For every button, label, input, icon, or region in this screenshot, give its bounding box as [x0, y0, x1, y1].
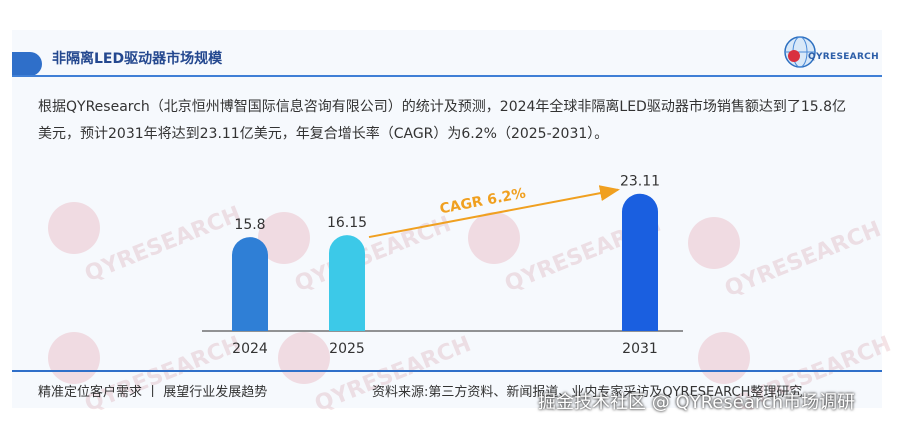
market-description: 根据QYResearch（北京恒州博智国际信息咨询有限公司）的统计及预测，202…	[38, 99, 847, 142]
watermark: QYRESEARCH	[680, 205, 885, 305]
platform-caption: 掘金技术社区 @ QYResearch市场调研	[538, 392, 856, 413]
logo-text: QYRESEARCH	[808, 52, 879, 62]
x-tick-label-2025: 2025	[329, 341, 365, 357]
footer-source: 资料来源:第三方资料、新闻报道、业内专家采访及QYRESEARCH整理研究	[372, 385, 803, 400]
cagr-arrow	[368, 185, 620, 239]
data-label-2024: 15.8	[234, 217, 265, 233]
globe-logo-icon	[784, 36, 816, 68]
watermark: QYRESEARCH	[40, 320, 245, 420]
watermark-logo-icon	[48, 332, 100, 384]
watermark-logo-icon	[278, 332, 330, 384]
watermark: QYRESEARCH	[270, 320, 475, 420]
bar-2024	[232, 237, 268, 331]
watermark-logo-icon	[698, 332, 750, 384]
watermark-logo-icon	[48, 202, 100, 254]
qyresearch-logo: QYRESEARCH	[782, 34, 879, 74]
data-label-2031: 23.11	[620, 174, 660, 190]
watermark: QYRESEARCH	[460, 200, 665, 300]
title-accent-tab	[12, 52, 42, 76]
watermark: QYRESEARCH	[40, 190, 245, 290]
bar-2031	[622, 193, 658, 331]
watermark-logo-icon	[468, 212, 520, 264]
chart-header: 非隔离LED驱动器市场规模	[12, 40, 882, 78]
x-tick-label-2024: 2024	[232, 341, 268, 357]
watermark: QYRESEARCH	[690, 320, 895, 420]
data-label-2025: 16.15	[327, 215, 367, 231]
bar-2025	[329, 235, 365, 331]
content-panel	[12, 30, 882, 408]
footer-slogan: 精准定位客户需求 丨 展望行业发展趋势	[38, 385, 268, 400]
footer-divider	[12, 370, 882, 372]
watermark-logo-icon	[688, 217, 740, 269]
chart-title: 非隔离LED驱动器市场规模	[52, 51, 223, 67]
title-underline	[12, 75, 882, 77]
cagr-label: CAGR 6.2%	[438, 185, 527, 217]
x-tick-label-2031: 2031	[622, 341, 658, 357]
